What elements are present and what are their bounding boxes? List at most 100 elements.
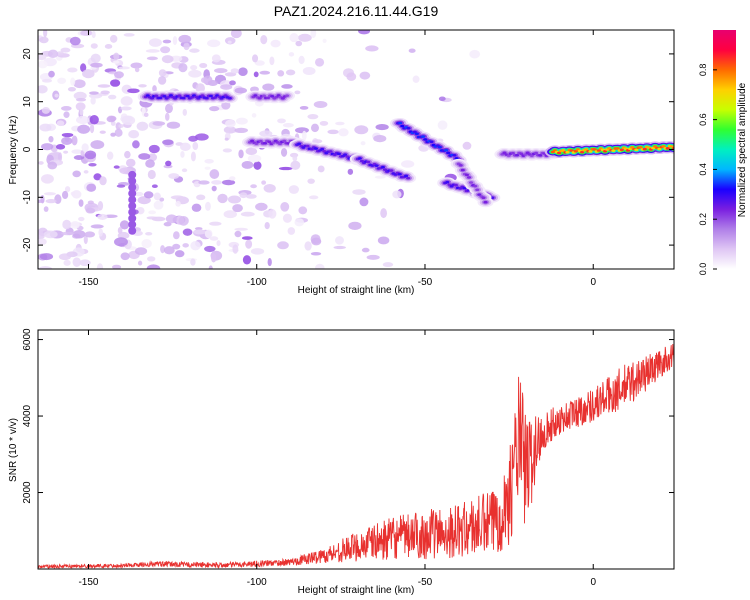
noise-blob <box>338 128 349 137</box>
noise-blob <box>165 112 170 121</box>
ridge-cell <box>429 140 434 144</box>
ridge-cell <box>423 138 428 141</box>
noise-blob <box>214 68 228 74</box>
noise-blob <box>234 227 248 231</box>
noise-blob <box>278 166 293 171</box>
noise-blob <box>38 85 48 94</box>
noise-blob <box>128 183 137 192</box>
noise-blob <box>289 33 299 43</box>
noise-blob <box>157 75 167 85</box>
noise-blob <box>322 38 327 43</box>
ridge-cell <box>267 140 272 144</box>
noise-blob <box>375 123 389 131</box>
x-tick-label: 0 <box>590 277 596 288</box>
noise-blob <box>317 165 325 173</box>
noise-blob <box>43 230 58 239</box>
noise-blob <box>39 36 49 44</box>
x-tick-label: -100 <box>247 277 267 288</box>
ridge-cell <box>200 94 205 97</box>
noise-blob <box>220 84 233 90</box>
noise-blob <box>67 86 76 92</box>
noise-blob <box>263 183 276 193</box>
noise-blob <box>245 147 258 155</box>
ridge-cell <box>213 96 218 99</box>
noise-blob <box>361 247 370 253</box>
noise-blob <box>78 216 85 222</box>
noise-blob <box>90 224 104 229</box>
noise-blob <box>315 263 325 269</box>
snr-plot-area <box>38 343 674 569</box>
noise-blob <box>327 129 339 135</box>
noise-blob <box>56 120 65 127</box>
noise-blob <box>120 96 133 106</box>
noise-blob <box>178 34 192 44</box>
noise-blob <box>365 45 379 52</box>
noise-blob <box>182 243 189 248</box>
noise-blob <box>112 264 122 269</box>
noise-blob <box>438 96 446 102</box>
noise-blob <box>60 47 71 53</box>
noise-blob <box>205 201 211 211</box>
noise-blob <box>223 126 237 134</box>
ridge-cell <box>602 149 608 153</box>
noise-blob <box>86 183 97 192</box>
ridge-cell <box>515 153 520 157</box>
noise-blob <box>189 48 200 53</box>
noise-blob <box>90 62 103 68</box>
noise-blob <box>80 30 93 36</box>
noise-blob <box>179 142 191 151</box>
noise-blob <box>382 262 394 268</box>
ridge-cell <box>282 139 287 143</box>
noise-blob <box>114 71 124 79</box>
ridge-cell <box>475 188 480 192</box>
noise-blob <box>70 77 76 86</box>
noise-blob <box>41 174 54 184</box>
ridge-cell <box>305 144 310 148</box>
noise-blob <box>128 208 137 217</box>
noise-blob <box>148 144 160 154</box>
noise-blob <box>160 46 171 54</box>
noise-blob <box>120 106 132 111</box>
noise-blob <box>209 221 222 226</box>
noise-blob <box>310 252 322 256</box>
ridge-cell <box>149 96 155 100</box>
noise-blob <box>229 80 236 86</box>
noise-blob <box>38 266 53 269</box>
ridge-cell <box>254 142 259 145</box>
noise-blob <box>255 202 268 211</box>
ridge-cell <box>313 147 318 150</box>
noise-blob <box>260 34 268 45</box>
snr-y-axis: 2000 4000 6000 <box>22 328 674 504</box>
noise-blob <box>181 168 188 173</box>
noise-blob <box>70 221 80 229</box>
colorbar-ticks: 0.0 0.2 0.4 0.6 0.8 <box>698 64 717 275</box>
noise-blob <box>123 33 135 37</box>
noise-blob <box>128 226 137 235</box>
noise-blob <box>360 141 366 146</box>
noise-blob <box>72 229 86 239</box>
y-tick-label: 10 <box>22 96 33 108</box>
snr-x-axis: -150 -100 -50 0 <box>78 330 596 588</box>
noise-blob <box>298 55 305 65</box>
noise-blob <box>87 200 94 205</box>
ridge-cell <box>177 94 182 97</box>
noise-blob <box>128 170 137 179</box>
noise-blob <box>145 159 155 168</box>
noise-blob <box>45 198 57 204</box>
noise-blob <box>110 34 118 43</box>
noise-blob <box>174 250 185 258</box>
noise-blob <box>313 100 328 108</box>
ridge-cell <box>607 147 612 150</box>
noise-blob <box>241 236 253 240</box>
noise-blob <box>138 84 147 88</box>
noise-blob <box>73 91 87 100</box>
noise-blob <box>173 231 180 240</box>
noise-blob <box>97 213 108 220</box>
ridge-cell <box>162 95 167 98</box>
noise-blob <box>143 112 149 118</box>
noise-blob <box>60 105 72 111</box>
noise-blob <box>151 184 158 189</box>
noise-blob <box>209 169 220 179</box>
noise-blob <box>232 204 243 213</box>
noise-blob <box>73 79 86 89</box>
